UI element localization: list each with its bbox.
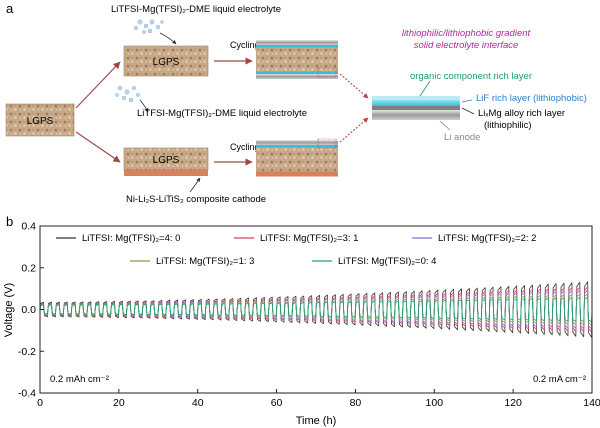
cycled-cell-bottom: [256, 138, 338, 177]
lgps-bottom-label: LGPS: [153, 155, 180, 166]
annotation-current: 0.2 mA cm⁻²: [533, 374, 586, 385]
legend-entry-1: LiTFSI: Mg(TFSI)₂=4: 0: [82, 233, 180, 244]
annotation-capacity: 0.2 mAh cm⁻²: [50, 374, 109, 385]
pointer-limg: [461, 107, 475, 115]
cathode-layer-bottom: [124, 170, 208, 176]
x-tick-label: 40: [192, 397, 204, 409]
lgps-pellet-top: [123, 45, 209, 77]
layer-limg-label-line1: LiₓMg alloy rich layer: [478, 108, 565, 119]
x-tick-label: 0: [37, 397, 43, 409]
lgps-left-label: LGPS: [27, 116, 54, 127]
sei-title-line2: solid electrolyte interface: [414, 40, 519, 51]
lgps-top-label: LGPS: [153, 57, 180, 68]
arrow-to-top-pellet: [75, 61, 121, 109]
legend-entry-2: LiTFSI: Mg(TFSI)₂=3: 1: [260, 233, 358, 244]
arrow-to-bottom-pellet: [75, 131, 121, 163]
lgps-pellet-left: [5, 103, 75, 137]
series-line-5: [39, 296, 593, 323]
layer-lif-label: LiF rich layer (lithiophobic): [476, 93, 587, 104]
x-tick-label: 80: [350, 397, 362, 409]
layer-organic-label: organic component rich layer: [410, 71, 532, 82]
y-tick-label: -0.2: [18, 346, 36, 358]
cycling-top-label: Cycling: [230, 40, 260, 50]
panel-b-label: b: [6, 214, 13, 229]
pointer-organic: [419, 80, 431, 97]
panel-a: a LGPS LiTFSI-Mg(TFSI)₂-DME liquid elect…: [5, 1, 587, 205]
middle-electrolyte-label: LiTFSI-Mg(TFSI)₂-DME liquid electrolyte: [137, 108, 307, 119]
zoom-arrow-bottom-icon: [339, 117, 369, 143]
droplets-top-icon: [133, 19, 164, 34]
layer-limg-label-line2: (lithiophilic): [484, 120, 532, 131]
panel-a-label: a: [6, 1, 14, 16]
arrow-drops-top-icon: [159, 32, 177, 45]
chart-series-group: [39, 281, 593, 338]
y-axis-label: Voltage (V): [3, 283, 15, 337]
x-tick-label: 120: [504, 397, 522, 409]
cycled-cell-top: [256, 40, 338, 79]
y-tick-label: 0.0: [21, 304, 36, 316]
droplets-middle-icon: [115, 85, 140, 103]
voltage-chart: 0 20 40 60 80 100 120 140 0.4 0.2 0.0 -0.2 -0.4 LiTF…: [3, 221, 600, 428]
cycling-bottom-label: Cycling: [230, 142, 260, 152]
pointer-anode: [439, 120, 451, 131]
legend-entry-4: LiTFSI: Mg(TFSI)₂=1: 3: [156, 256, 254, 267]
pointer-lif: [461, 99, 473, 103]
chart-axes: 0 20 40 60 80 100 120 140 0.4 0.2 0.0 -0.2 -0.4: [18, 221, 600, 410]
arrow-cathode-icon: [189, 177, 201, 193]
sei-stack: [372, 96, 460, 120]
arrow-drops-middle-icon: [139, 99, 149, 113]
x-tick-label: 20: [113, 397, 125, 409]
legend-entry-5: LiTFSI: Mg(TFSI)₂=0: 4: [338, 256, 436, 267]
zoom-arrow-top-icon: [339, 73, 369, 99]
panel-b: b 0 20 40 60 80 100 120 140 0.4 0.2 0.0 -0.2 -0.4 Li…: [3, 214, 600, 427]
sei-title-line1: lithiophilic/lithiophobic gradient: [402, 28, 531, 39]
y-tick-label: 0.4: [21, 221, 36, 233]
legend-entry-3: LiTFSI: Mg(TFSI)₂=2: 2: [438, 233, 536, 244]
x-tick-label: 60: [271, 397, 283, 409]
cathode-label: Ni-Li₂S-LiTiS₂ composite cathode: [126, 194, 266, 205]
chart-legend: LiTFSI: Mg(TFSI)₂=4: 0 LiTFSI: Mg(TFSI)₂=…: [56, 233, 536, 267]
y-tick-label: 0.2: [21, 262, 36, 274]
top-electrolyte-label: LiTFSI-Mg(TFSI)₂-DME liquid electrolyte: [111, 4, 281, 15]
x-axis-label: Time (h): [296, 415, 337, 427]
y-tick-label: -0.4: [18, 388, 36, 400]
layer-li-anode-label: Li anode: [444, 132, 480, 143]
x-tick-label: 100: [426, 397, 444, 409]
x-tick-label: 140: [583, 397, 600, 409]
